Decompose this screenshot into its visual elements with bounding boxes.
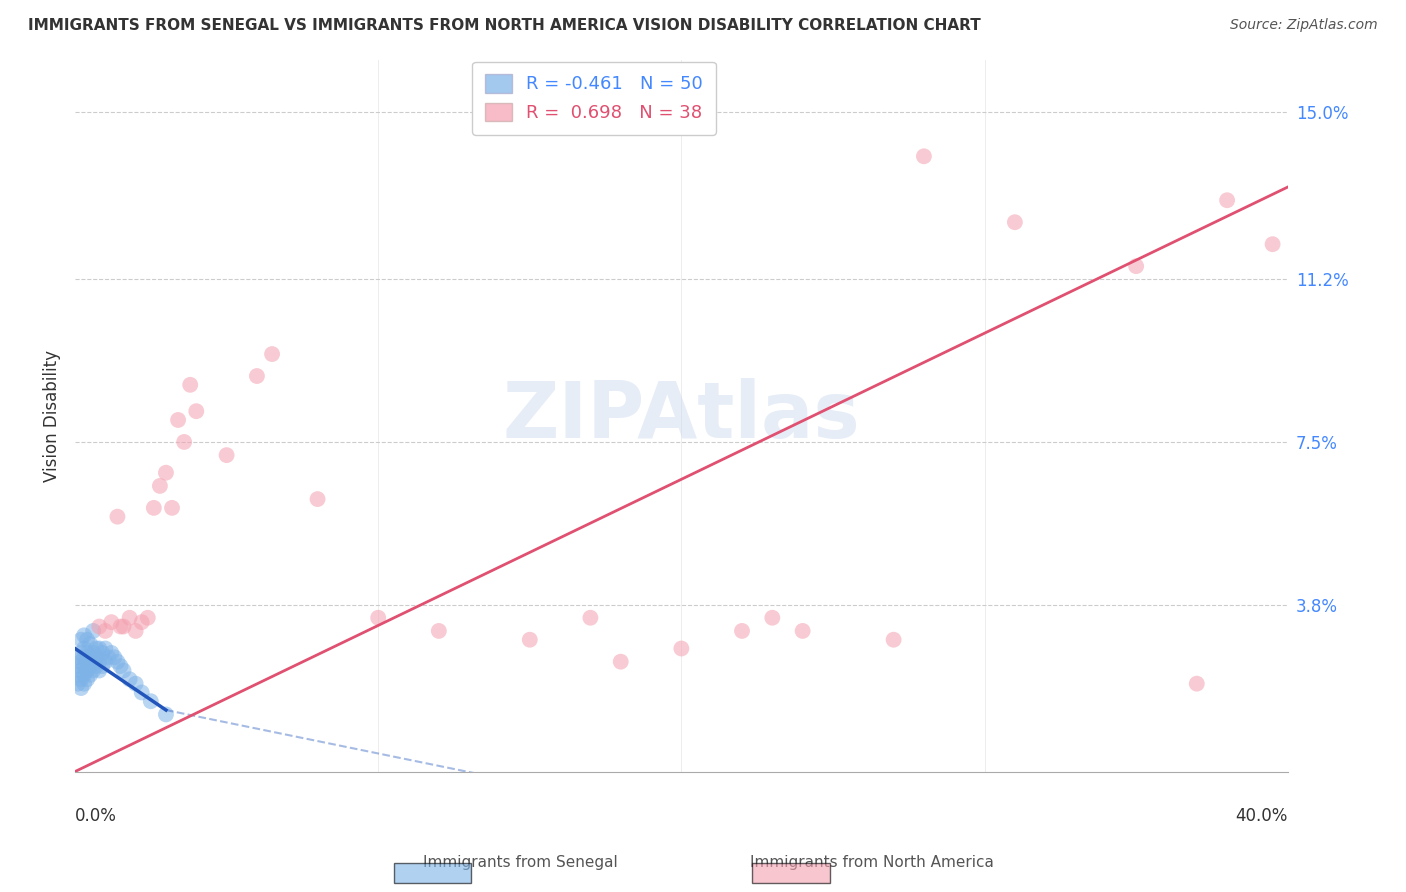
Point (912, 149, 935, 163)
Point (67, 668, 90, 682)
Point (79, 650, 101, 665)
Point (367, 611, 389, 625)
Point (883, 632, 905, 647)
Point (94, 641, 117, 656)
Point (73, 668, 96, 682)
Point (103, 650, 125, 665)
Point (107, 509, 129, 524)
Point (110, 619, 132, 633)
Point (89, 619, 111, 633)
Point (67, 676, 90, 690)
Point (91, 646, 114, 660)
Text: 0.0%: 0.0% (75, 806, 117, 825)
Point (112, 664, 135, 678)
Text: 40.0%: 40.0% (1236, 806, 1288, 825)
Point (1216, 193, 1239, 207)
Point (73, 676, 96, 690)
Point (215, 448, 238, 462)
Point (100, 615, 122, 629)
Point (73, 641, 96, 656)
Point (100, 646, 122, 660)
Point (79, 659, 101, 673)
Point (67, 650, 90, 665)
Point (118, 611, 141, 625)
Point (94, 624, 117, 638)
Point (73, 628, 96, 642)
Point (427, 624, 450, 638)
Point (167, 413, 190, 427)
Legend: R = -0.461   N = 50, R =  0.698   N = 38: R = -0.461 N = 50, R = 0.698 N = 38 (472, 62, 716, 135)
Point (307, 492, 329, 507)
Point (118, 673, 141, 687)
Point (76, 673, 98, 687)
Point (70, 673, 93, 687)
Point (84, 659, 107, 673)
Point (94, 655, 117, 669)
Point (519, 632, 541, 647)
Point (112, 619, 135, 633)
Point (1004, 215, 1026, 229)
Point (131, 685, 153, 699)
Point (110, 659, 132, 673)
Text: Source: ZipAtlas.com: Source: ZipAtlas.com (1230, 18, 1378, 32)
Point (579, 611, 602, 625)
Point (149, 479, 172, 493)
Point (84, 650, 107, 665)
Text: IMMIGRANTS FROM SENEGAL VS IMMIGRANTS FROM NORTH AMERICA VISION DISABILITY CORRE: IMMIGRANTS FROM SENEGAL VS IMMIGRANTS FR… (28, 18, 981, 33)
Point (1185, 676, 1208, 690)
Point (70, 655, 93, 669)
Point (97, 650, 120, 665)
Point (609, 655, 631, 669)
Text: Immigrants from Senegal: Immigrants from Senegal (423, 855, 617, 870)
Point (70, 664, 93, 678)
Point (89, 664, 111, 678)
Point (139, 694, 162, 708)
Point (179, 377, 201, 392)
Point (761, 611, 783, 625)
Point (70, 632, 93, 647)
Point (79, 637, 101, 651)
Point (91, 659, 114, 673)
Point (76, 632, 98, 647)
Point (1261, 237, 1284, 252)
Point (67, 659, 90, 673)
Point (731, 624, 754, 638)
Point (79, 668, 101, 682)
Point (136, 611, 159, 625)
Point (124, 676, 146, 690)
Point (76, 646, 98, 660)
Point (89, 655, 111, 669)
Point (76, 655, 98, 669)
Point (107, 655, 129, 669)
Point (89, 641, 111, 656)
Point (173, 434, 195, 449)
Point (82, 624, 104, 638)
Point (73, 659, 96, 673)
Point (82, 646, 104, 660)
Point (73, 650, 96, 665)
Point (82, 664, 104, 678)
Point (155, 707, 177, 722)
Point (1125, 259, 1147, 273)
Point (246, 369, 269, 384)
Point (76, 664, 98, 678)
Text: ZIPAtlas: ZIPAtlas (502, 377, 860, 453)
Point (131, 615, 153, 629)
Point (82, 655, 104, 669)
Y-axis label: Vision Disability: Vision Disability (44, 350, 60, 482)
Point (70, 681, 93, 695)
Text: Immigrants from North America: Immigrants from North America (749, 855, 994, 870)
Point (155, 466, 177, 480)
Point (124, 624, 146, 638)
Point (186, 404, 208, 418)
Point (142, 500, 165, 515)
Point (262, 347, 284, 361)
Point (160, 500, 183, 515)
Point (84, 641, 107, 656)
Point (671, 641, 693, 656)
Point (792, 624, 814, 638)
Point (70, 646, 93, 660)
